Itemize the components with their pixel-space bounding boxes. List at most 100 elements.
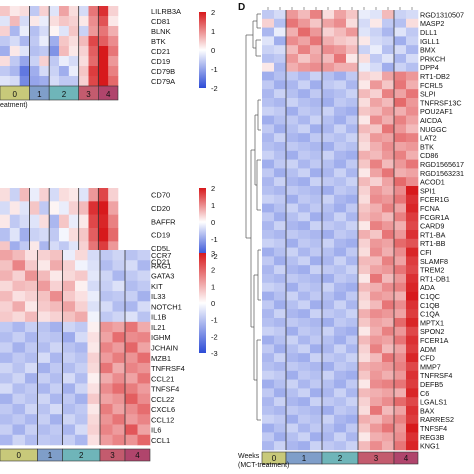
heatmap-cell <box>346 45 359 55</box>
heatmap-cell <box>37 291 51 302</box>
heatmap-cell <box>310 247 323 257</box>
heatmap-cell <box>19 16 30 27</box>
heatmap-cell <box>310 379 323 389</box>
heatmap-cell <box>9 6 20 17</box>
heatmap-cell <box>358 150 371 160</box>
row-label: IL6 <box>151 426 161 435</box>
heatmap-cell <box>29 241 40 255</box>
heatmap-cell <box>78 241 89 255</box>
row-label: PRKCH <box>420 54 445 63</box>
row-label: BMX <box>420 46 436 55</box>
heatmap-cell <box>274 388 287 398</box>
heatmap-cell <box>112 301 126 312</box>
heatmap-cell <box>29 56 40 67</box>
heatmap-cell <box>334 238 347 248</box>
heatmap-cell <box>394 265 407 275</box>
row-label: SLAMF8 <box>420 257 448 266</box>
heatmap-cell <box>59 241 70 255</box>
heatmap-cell <box>137 301 151 312</box>
heatmap-cell <box>334 414 347 424</box>
heatmap-cell <box>310 353 323 363</box>
heatmap-cell <box>370 36 383 46</box>
heatmap-cell <box>286 168 299 178</box>
heatmap-cell <box>274 300 287 310</box>
heatmap-cell <box>68 56 79 67</box>
heatmap-cell <box>0 270 13 282</box>
heatmap-cell <box>334 247 347 257</box>
heatmap-cell <box>298 124 311 134</box>
heatmap-cell <box>358 115 371 125</box>
heatmap-cell <box>322 115 335 125</box>
heatmap-cell <box>298 36 311 46</box>
heatmap-cell <box>112 383 126 394</box>
heatmap-cell <box>274 441 287 451</box>
heatmap-cell <box>298 186 311 196</box>
row-label: MZB1 <box>151 354 171 363</box>
heatmap-cell <box>370 98 383 108</box>
row-label: IL1B <box>151 313 166 322</box>
row-label: CD70 <box>151 191 170 200</box>
heatmap-cell <box>298 362 311 372</box>
heatmap-cell <box>50 434 63 446</box>
row-label: CD21 <box>151 257 170 266</box>
heatmap-cell <box>108 214 119 229</box>
heatmap-cell <box>370 388 383 398</box>
row-label: BLNK <box>151 27 171 36</box>
heatmap-cell <box>37 332 51 343</box>
heatmap-cell <box>274 203 287 213</box>
heatmap-cell <box>358 18 371 28</box>
heatmap-cell <box>100 301 113 312</box>
heatmap-cell <box>382 353 395 363</box>
heatmap-cell <box>382 344 395 354</box>
heatmap-cell <box>310 54 323 64</box>
heatmap-cell <box>0 16 11 27</box>
heatmap-cell <box>75 291 88 302</box>
heatmap-cell <box>88 76 99 87</box>
heatmap-cell <box>125 342 138 353</box>
group-label: 4 <box>106 90 111 99</box>
row-label: C1QA <box>420 310 440 319</box>
heatmap-cell <box>334 326 347 336</box>
heatmap-cell <box>358 335 371 345</box>
heatmap-cell <box>358 370 371 380</box>
heatmap-cell <box>39 76 50 87</box>
heatmap-cell <box>334 291 347 301</box>
heatmap-cell <box>382 124 395 134</box>
heatmap-cell <box>322 441 335 451</box>
heatmap-cell <box>100 373 113 384</box>
heatmap-cell <box>274 265 287 275</box>
colorbar-tick-label: -1 <box>211 235 218 244</box>
heatmap-cell <box>298 282 311 292</box>
heatmap-cell <box>358 256 371 266</box>
heatmap-cell <box>334 18 347 28</box>
heatmap-cell <box>0 26 11 37</box>
heatmap-cell <box>310 71 323 81</box>
heatmap-cell <box>406 309 419 319</box>
heatmap-cell <box>262 106 275 116</box>
heatmap-cell <box>322 230 335 240</box>
heatmap-cell <box>370 142 383 152</box>
heatmap-cell <box>406 45 419 55</box>
heatmap-cell <box>298 159 311 169</box>
heatmap-cell <box>406 300 419 310</box>
heatmap-cell <box>370 106 383 116</box>
heatmap-cell <box>88 56 99 67</box>
heatmap-cell <box>406 397 419 407</box>
heatmap-cell <box>382 432 395 442</box>
heatmap-cell <box>87 291 101 302</box>
row-label: RT1-BB <box>420 239 446 248</box>
heatmap-cell <box>19 241 30 255</box>
heatmap-cell <box>406 238 419 248</box>
heatmap-cell <box>98 56 109 67</box>
heatmap-cell <box>370 353 383 363</box>
heatmap-cell <box>298 142 311 152</box>
heatmap-cell <box>310 177 323 187</box>
row-label: GATA3 <box>151 272 174 281</box>
heatmap-cell <box>298 300 311 310</box>
heatmap-cell <box>12 342 26 353</box>
heatmap-cell <box>12 311 26 323</box>
heatmap-cell <box>12 383 26 394</box>
heatmap-cell <box>39 16 50 27</box>
heatmap-cell <box>286 45 299 55</box>
heatmap-cell <box>137 352 151 364</box>
